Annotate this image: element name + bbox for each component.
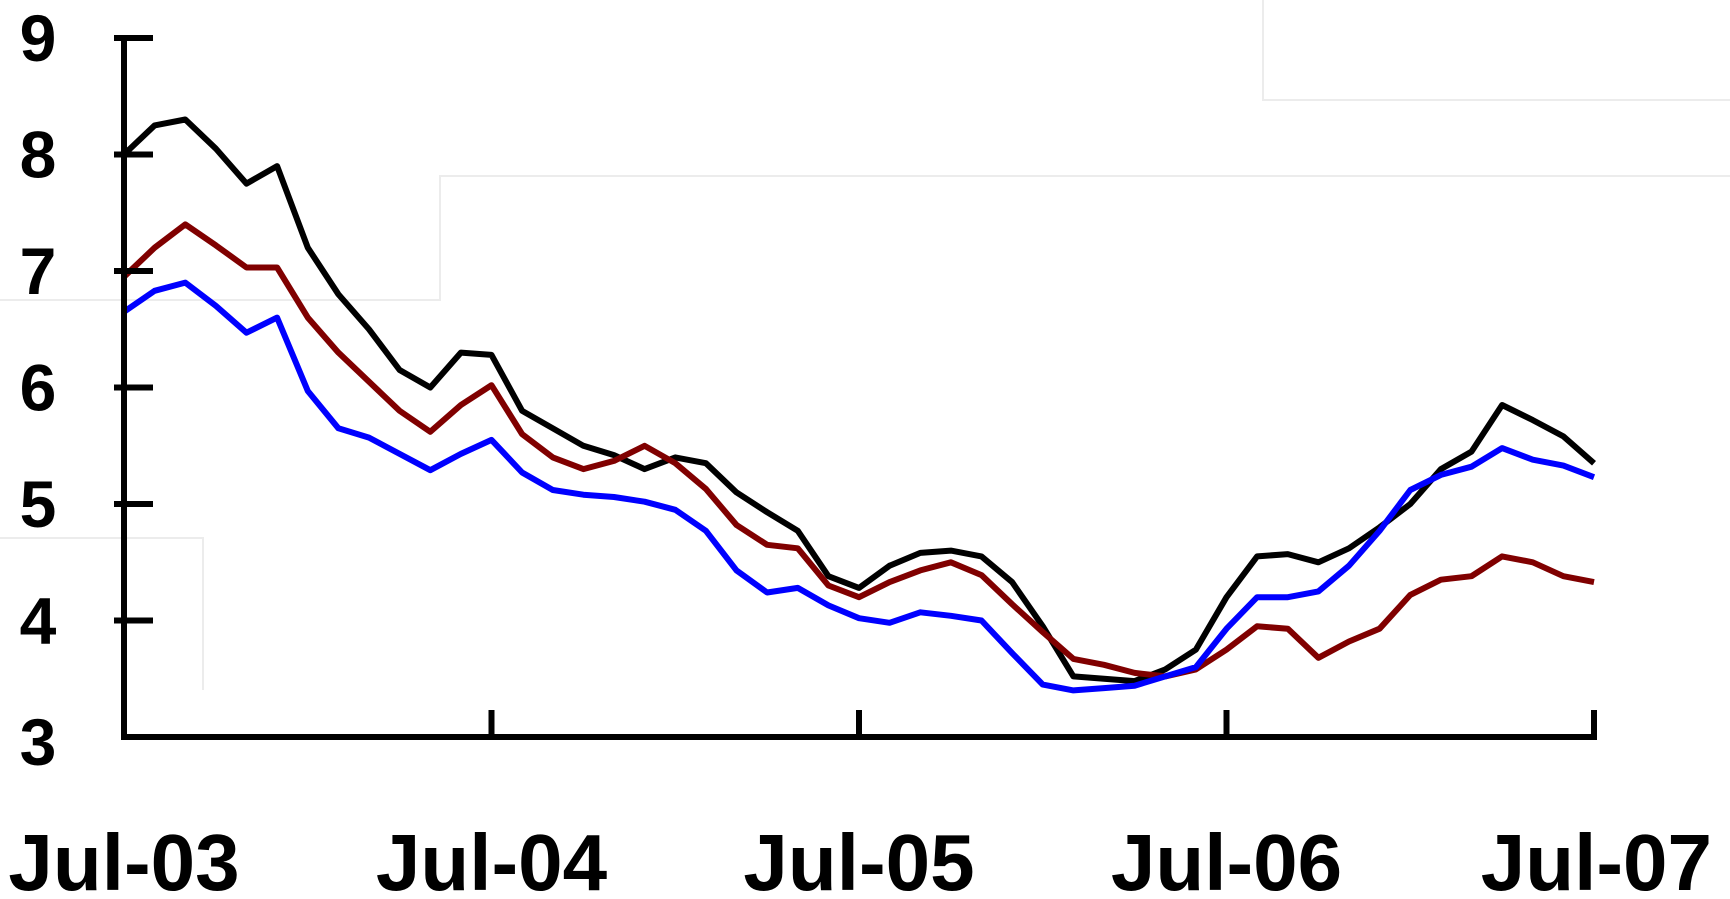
- x-tick-label: Jul-03: [8, 818, 239, 899]
- x-tick-label: Jul-05: [743, 818, 974, 899]
- series-line-3: [122, 279, 1596, 694]
- y-tick-label: 7: [20, 234, 57, 308]
- y-tick-label: 5: [20, 467, 57, 541]
- x-tick-label: Jul-04: [376, 818, 608, 899]
- y-tick-label: 9: [20, 1, 57, 75]
- series-line-1: [121, 116, 1596, 685]
- series-line-2: [121, 221, 1595, 680]
- y-tick-label: 4: [20, 584, 57, 658]
- y-ticks: 3 4 5 6 7 8 9: [20, 1, 153, 779]
- background-shading: [0, 0, 1730, 690]
- y-tick-label: 6: [20, 351, 57, 425]
- y-tick-label: 8: [20, 118, 57, 192]
- x-tick-label: Jul-06: [1111, 818, 1342, 899]
- x-ticks: Jul-03 Jul-04 Jul-05 Jul-06 Jul-07: [8, 710, 1712, 899]
- series-layer: [121, 116, 1596, 694]
- x-tick-label: Jul-07: [1481, 818, 1712, 899]
- y-tick-label: 3: [20, 705, 57, 779]
